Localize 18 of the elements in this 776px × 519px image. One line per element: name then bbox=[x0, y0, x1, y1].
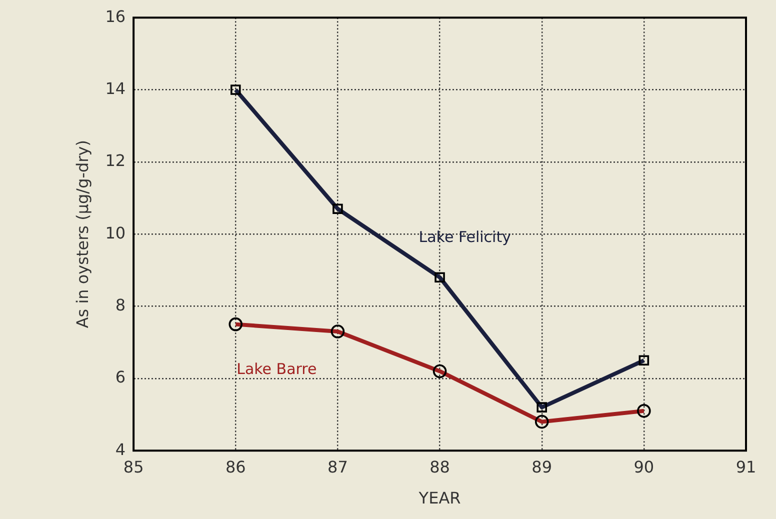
x-tick-label: 86 bbox=[225, 457, 246, 476]
y-tick-label: 8 bbox=[115, 295, 126, 314]
x-tick-label: 91 bbox=[736, 457, 756, 476]
series-label: Lake Felicity bbox=[418, 228, 512, 246]
x-tick-label: 87 bbox=[328, 457, 348, 476]
y-tick-label: 6 bbox=[115, 368, 126, 387]
y-tick-label: 4 bbox=[115, 440, 126, 459]
x-tick-label: 88 bbox=[430, 457, 450, 476]
x-axis-title: YEAR bbox=[418, 488, 461, 508]
y-tick-label: 12 bbox=[105, 151, 126, 170]
y-tick-label: 16 bbox=[105, 6, 126, 26]
y-tick-label: 14 bbox=[105, 78, 126, 98]
x-tick-label: 90 bbox=[634, 457, 654, 476]
y-axis-title: As in oysters (µg/g-dry) bbox=[72, 140, 92, 328]
x-tick-label: 89 bbox=[532, 457, 552, 476]
y-tick-label: 10 bbox=[105, 223, 126, 242]
series-label: Lake Barre bbox=[236, 360, 317, 378]
x-tick-label: 85 bbox=[123, 457, 144, 476]
